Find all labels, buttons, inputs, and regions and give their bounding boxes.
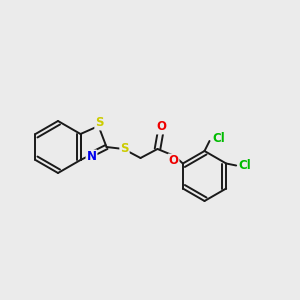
- Text: N: N: [86, 151, 97, 164]
- Text: O: O: [169, 154, 178, 167]
- Text: O: O: [157, 121, 166, 134]
- Text: Cl: Cl: [212, 131, 225, 145]
- Text: Cl: Cl: [239, 159, 251, 172]
- Text: S: S: [95, 116, 104, 130]
- Text: S: S: [120, 142, 129, 155]
